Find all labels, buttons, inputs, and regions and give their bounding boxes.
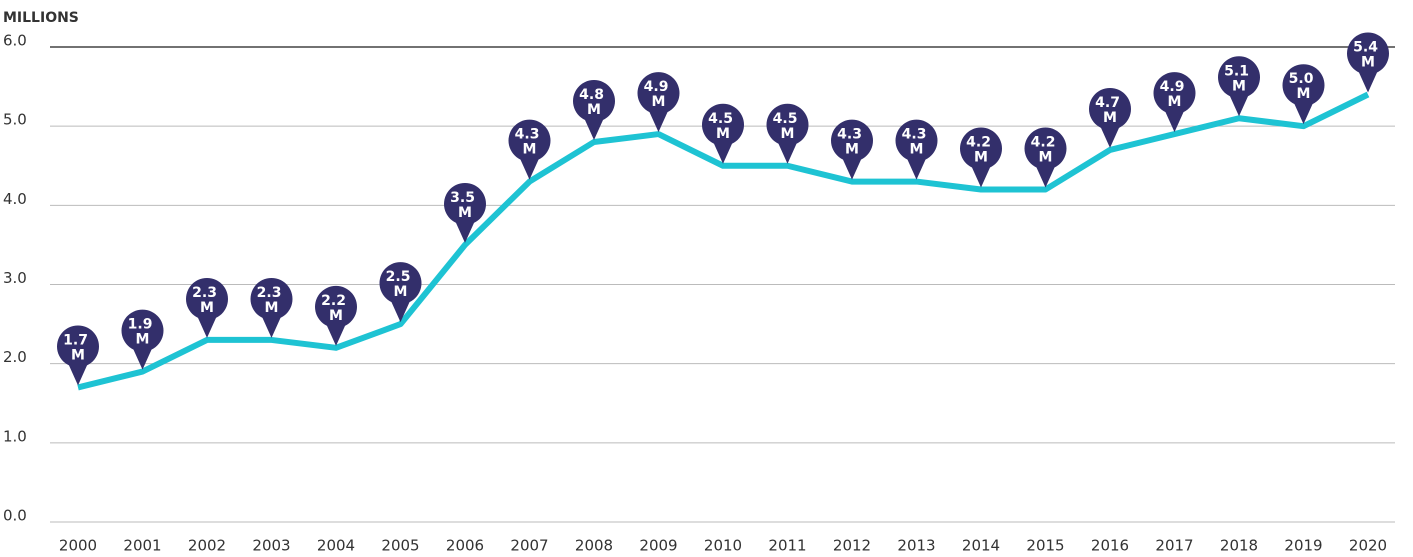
x-tick-label: 2019: [1284, 537, 1322, 555]
x-tick-label: 2006: [446, 537, 484, 555]
x-tick-label: 2012: [833, 537, 871, 555]
x-tick-label: 2013: [897, 537, 935, 555]
data-label: 2.5 M: [386, 269, 416, 300]
pin-marker: [1089, 87, 1132, 148]
pin-marker: [1024, 127, 1067, 188]
y-tick-label: 4.0: [3, 190, 27, 208]
pin-marker: [702, 103, 744, 164]
pin-marker: [1346, 32, 1389, 93]
y-tick-label: 3.0: [3, 269, 27, 287]
data-label: 2.3 M: [192, 285, 222, 316]
data-label: 4.2 M: [1031, 135, 1061, 166]
data-label: 1.7 M: [63, 332, 93, 363]
pin-marker: [1218, 56, 1261, 117]
pin-marker: [186, 277, 229, 338]
data-label: 4.8 M: [579, 87, 609, 118]
pin-marker: [766, 103, 809, 164]
x-tick-label: 2000: [59, 537, 97, 555]
pin-marker: [637, 72, 680, 133]
data-label: 4.9 M: [1160, 79, 1190, 110]
x-tick-label: 2005: [381, 537, 419, 555]
x-tick-label: 2003: [252, 537, 290, 555]
pin-marker: [315, 285, 358, 346]
data-label: 5.4 M: [1353, 40, 1383, 71]
y-tick-label: 5.0: [3, 111, 27, 129]
pin-marker: [1153, 72, 1196, 133]
data-label: 4.7 M: [1095, 95, 1125, 126]
x-tick-label: 2016: [1091, 537, 1129, 555]
data-label: 2.3 M: [257, 285, 287, 316]
y-tick-label: 0.0: [3, 507, 27, 525]
data-label: 4.5 M: [773, 111, 803, 142]
x-tick-label: 2015: [1026, 537, 1064, 555]
x-tick-label: 2004: [317, 537, 355, 555]
y-tick-label: 2.0: [3, 348, 27, 366]
pin-marker: [250, 277, 293, 338]
pin-marker: [379, 262, 422, 323]
data-label: 4.3 M: [515, 127, 545, 158]
x-tick-label: 2007: [510, 537, 548, 555]
data-label: 5.0 M: [1289, 71, 1319, 102]
pin-marker: [831, 119, 873, 180]
data-label: 4.3 M: [837, 127, 867, 158]
x-tick-label: 2017: [1155, 537, 1193, 555]
data-label: 2.2 M: [321, 293, 351, 324]
pin-marker: [1282, 64, 1325, 125]
x-tick-label: 2008: [575, 537, 613, 555]
x-tick-label: 2009: [639, 537, 677, 555]
data-line: [77, 91, 1370, 391]
data-label: 4.9 M: [644, 79, 674, 110]
x-tick-label: 2010: [704, 537, 742, 555]
x-tick-label: 2014: [962, 537, 1000, 555]
pin-marker: [572, 80, 616, 140]
pin-marker: [121, 309, 164, 370]
data-label: 4.5 M: [708, 111, 738, 142]
x-tick-label: 2020: [1349, 537, 1387, 555]
data-label: 1.9 M: [128, 317, 158, 348]
pin-marker: [444, 182, 486, 243]
pin-marker: [895, 119, 938, 180]
data-label: 3.5 M: [450, 190, 480, 221]
data-label: 4.2 M: [966, 135, 996, 166]
pin-marker: [960, 127, 1002, 188]
y-tick-label: 6.0: [3, 32, 27, 50]
x-tick-label: 2018: [1220, 537, 1258, 555]
x-tick-label: 2001: [123, 537, 161, 555]
data-label: 5.1 M: [1224, 63, 1254, 94]
x-tick-label: 2002: [188, 537, 226, 555]
data-label: 4.3 M: [902, 127, 932, 158]
pin-marker: [508, 119, 551, 180]
pin-marker: [57, 325, 99, 386]
x-tick-label: 2011: [768, 537, 806, 555]
y-tick-label: 1.0: [3, 427, 27, 445]
y-axis-label: MILLIONS: [3, 10, 79, 26]
